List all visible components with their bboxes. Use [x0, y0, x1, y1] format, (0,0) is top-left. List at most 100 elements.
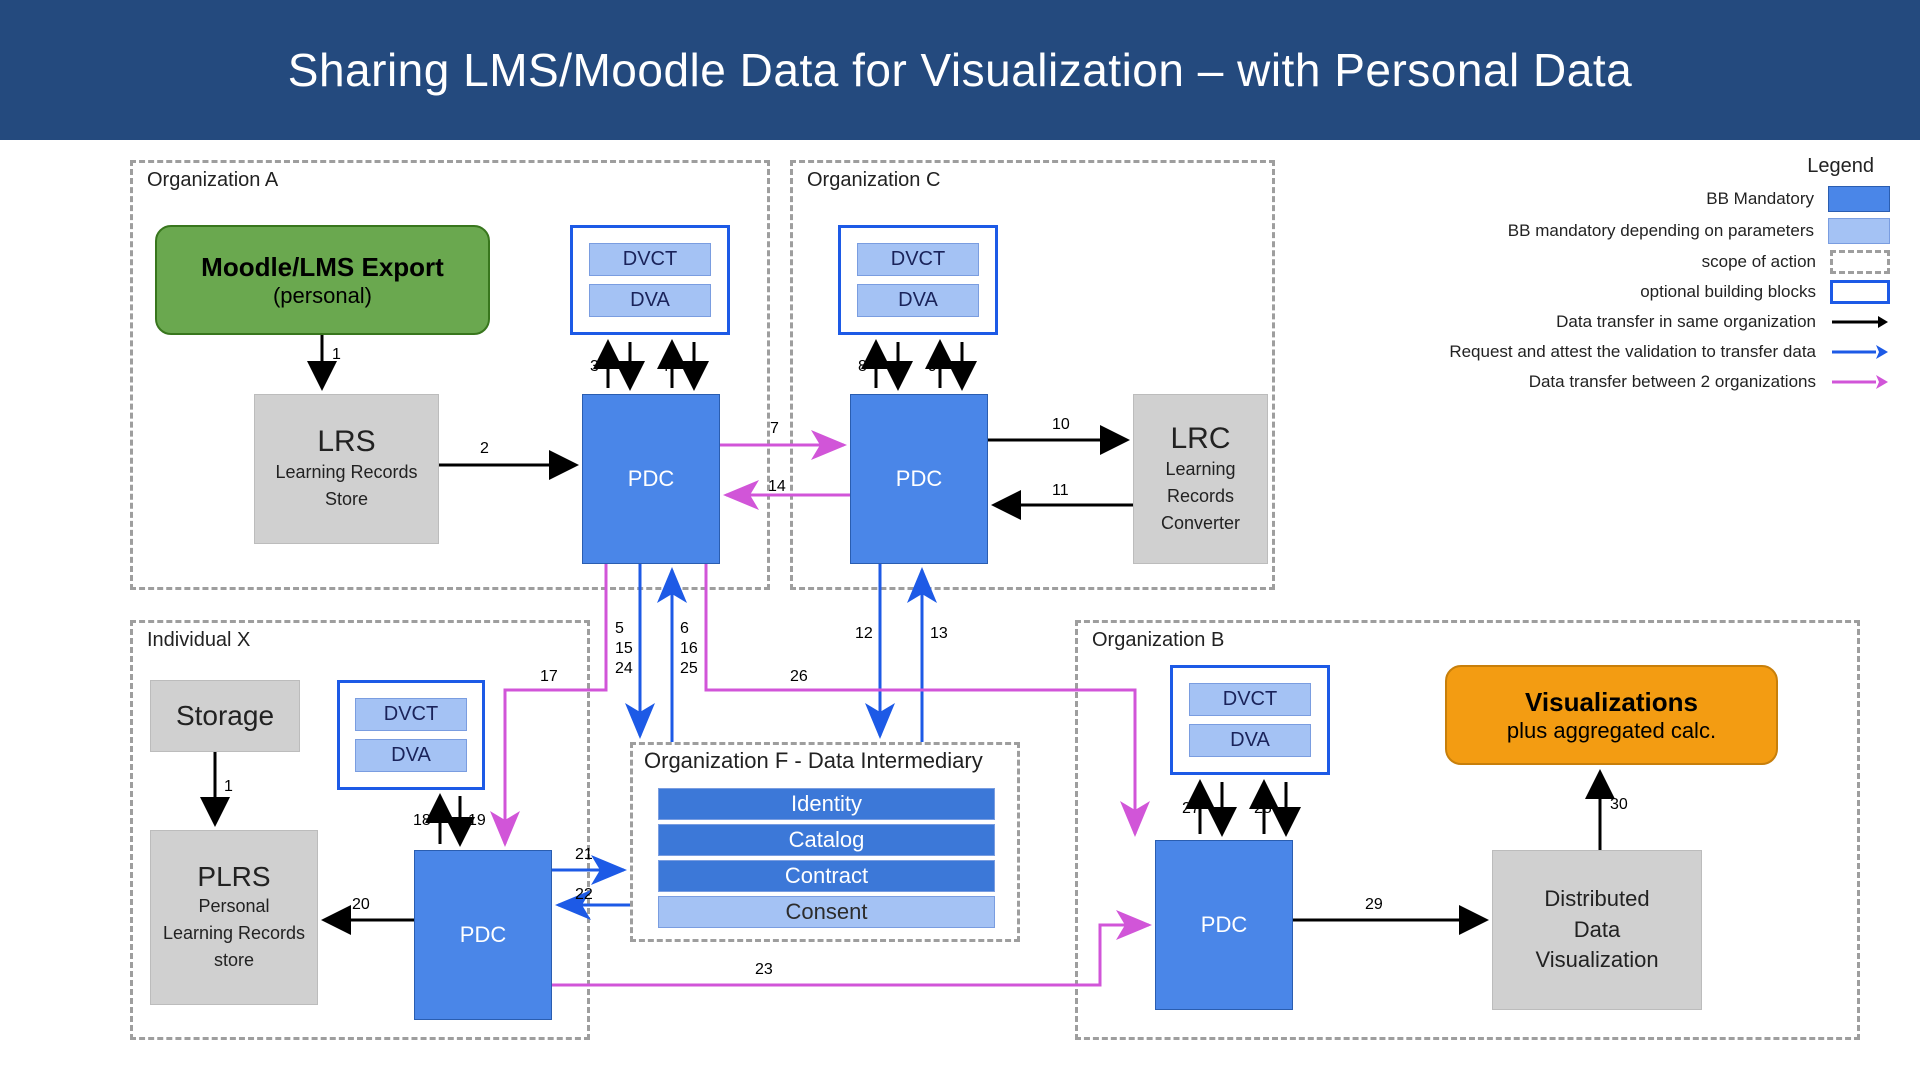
node-lrc: LRC Learning Records Converter	[1133, 394, 1268, 564]
lrc-sub1: Learning	[1165, 456, 1235, 483]
plrs-sub1: Personal	[198, 893, 269, 920]
edge-label: 16	[680, 640, 698, 658]
scope-label-org-c: Organization C	[807, 169, 940, 192]
edge-label: 1	[332, 346, 341, 364]
legend-swatch-solid	[1828, 186, 1890, 212]
edge-label: 4	[660, 358, 669, 376]
legend-title: Legend	[1435, 155, 1890, 178]
node-pdc-x: PDC	[414, 850, 552, 1020]
lrs-sub: Learning Records Store	[255, 459, 438, 513]
edge-label: 21	[575, 846, 593, 864]
chip-dvct-b: DVCT	[1189, 683, 1311, 716]
legend-arrow-black-icon	[1830, 310, 1890, 334]
legend: Legend BB Mandatory BB mandatory dependi…	[1435, 155, 1890, 400]
node-dvct-dva-b: DVCT DVA	[1170, 665, 1330, 775]
pdc-b-label: PDC	[1201, 912, 1247, 938]
node-dvct-dva-a: DVCT DVA	[570, 225, 730, 335]
node-pdc-b: PDC	[1155, 840, 1293, 1010]
chip-dva-c: DVA	[857, 284, 979, 317]
ddv-l1: Distributed	[1544, 884, 1649, 915]
node-visualizations: Visualizations plus aggregated calc.	[1445, 665, 1778, 765]
orgf-consent: Consent	[658, 896, 995, 928]
legend-arrow-blue-icon	[1830, 340, 1890, 364]
lrc-sub3: Converter	[1161, 510, 1240, 537]
chip-dvct-c: DVCT	[857, 243, 979, 276]
edge-label: 22	[575, 886, 593, 904]
plrs-sub3: store	[214, 947, 254, 974]
ddv-l3: Visualization	[1535, 945, 1658, 976]
edge-label: 26	[790, 668, 808, 686]
edge-label: 30	[1610, 796, 1628, 814]
edge-label: 1	[224, 778, 233, 796]
chip-dvct-a: DVCT	[589, 243, 711, 276]
node-pdc-a: PDC	[582, 394, 720, 564]
scope-label-org-a: Organization A	[147, 169, 278, 192]
edge-label: 10	[1052, 416, 1070, 434]
edge-label: 15	[615, 640, 633, 658]
chip-dvct-x: DVCT	[355, 698, 467, 731]
edge-label: 7	[770, 420, 779, 438]
pdc-x-label: PDC	[460, 922, 506, 948]
scope-label-org-b: Organization B	[1092, 629, 1224, 652]
legend-swatch-dashed	[1830, 250, 1890, 274]
chip-dva-b: DVA	[1189, 724, 1311, 757]
node-storage: Storage	[150, 680, 300, 752]
edge-label: 24	[615, 660, 633, 678]
header-bar: Sharing LMS/Moodle Data for Visualizatio…	[0, 0, 1920, 140]
edge-label: 6	[680, 620, 689, 638]
pdc-c-label: PDC	[896, 466, 942, 492]
legend-item-label: Data transfer in same organization	[1556, 312, 1816, 332]
node-moodle-export: Moodle/LMS Export (personal)	[155, 225, 490, 335]
edge-label: 29	[1365, 896, 1383, 914]
node-plrs: PLRS Personal Learning Records store	[150, 830, 318, 1005]
node-dvct-dva-x: DVCT DVA	[337, 680, 485, 790]
plrs-sub2: Learning Records	[163, 920, 305, 947]
chip-dva-a: DVA	[589, 284, 711, 317]
scope-label-individual-x: Individual X	[147, 629, 250, 652]
node-dvct-dva-c: DVCT DVA	[838, 225, 998, 335]
edge-label: 25	[680, 660, 698, 678]
storage-title: Storage	[176, 700, 274, 732]
edge-label: 3	[590, 358, 599, 376]
edge-label: 13	[930, 625, 948, 643]
edge-label: 23	[755, 961, 773, 979]
moodle-sub: (personal)	[273, 283, 372, 309]
node-pdc-c: PDC	[850, 394, 988, 564]
edge-label: 2	[480, 440, 489, 458]
plrs-title: PLRS	[197, 861, 270, 893]
legend-item-label: Data transfer between 2 organizations	[1529, 372, 1816, 392]
legend-swatch-light	[1828, 218, 1890, 244]
edge-label: 18	[413, 812, 431, 830]
legend-item-label: optional building blocks	[1640, 282, 1816, 302]
page-title: Sharing LMS/Moodle Data for Visualizatio…	[288, 43, 1632, 97]
edge-label: 5	[615, 620, 624, 638]
legend-item-label: scope of action	[1702, 252, 1816, 272]
chip-dva-x: DVA	[355, 739, 467, 772]
edge-label: 20	[352, 896, 370, 914]
orgf-identity: Identity	[658, 788, 995, 820]
orgf-catalog: Catalog	[658, 824, 995, 856]
edge-label: 27	[1182, 800, 1200, 818]
viz-title: Visualizations	[1525, 687, 1698, 718]
lrs-title: LRS	[317, 425, 375, 459]
node-lrs: LRS Learning Records Store	[254, 394, 439, 544]
edge-label: 28	[1254, 800, 1272, 818]
legend-arrow-magenta-icon	[1830, 370, 1890, 394]
lrc-sub2: Records	[1167, 483, 1234, 510]
lrc-title: LRC	[1170, 422, 1230, 456]
edge-label: 8	[858, 358, 867, 376]
edge-label: 19	[468, 812, 486, 830]
edge-label: 12	[855, 625, 873, 643]
legend-item-label: Request and attest the validation to tra…	[1449, 342, 1816, 362]
edge-label: 11	[1052, 482, 1069, 500]
node-ddv: Distributed Data Visualization	[1492, 850, 1702, 1010]
ddv-l2: Data	[1574, 915, 1620, 946]
scope-label-org-f: Organization F - Data Intermediary	[644, 748, 983, 774]
pdc-a-label: PDC	[628, 466, 674, 492]
diagram-canvas: Sharing LMS/Moodle Data for Visualizatio…	[0, 0, 1920, 1080]
moodle-title: Moodle/LMS Export	[201, 252, 444, 283]
orgf-contract: Contract	[658, 860, 995, 892]
legend-swatch-outline	[1830, 280, 1890, 304]
edge-label: 9	[928, 358, 937, 376]
viz-sub: plus aggregated calc.	[1507, 718, 1716, 744]
